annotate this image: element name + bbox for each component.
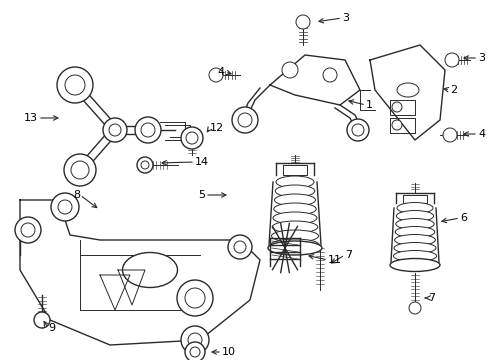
Text: 8: 8 [73,190,80,200]
Ellipse shape [274,194,316,206]
Circle shape [352,124,364,136]
Circle shape [185,342,205,360]
Ellipse shape [274,203,316,215]
Text: 4: 4 [478,129,485,139]
Ellipse shape [394,234,436,246]
Ellipse shape [273,212,317,224]
Ellipse shape [397,202,433,213]
Text: 6: 6 [460,213,467,223]
Text: 9: 9 [48,323,55,333]
Circle shape [190,347,200,357]
Text: 4: 4 [218,67,225,77]
Circle shape [234,241,246,253]
Circle shape [137,157,153,173]
Circle shape [209,68,223,82]
Ellipse shape [390,258,440,271]
Circle shape [57,67,93,103]
Circle shape [64,154,96,186]
Text: 3: 3 [478,53,485,63]
Ellipse shape [396,219,434,230]
Circle shape [181,127,203,149]
Circle shape [409,302,421,314]
Circle shape [58,200,72,214]
Polygon shape [20,200,260,345]
Ellipse shape [122,252,177,288]
Circle shape [347,119,369,141]
Circle shape [21,223,35,237]
Circle shape [51,193,79,221]
Text: 1: 1 [366,100,373,110]
Ellipse shape [396,211,434,221]
Ellipse shape [395,226,435,238]
Ellipse shape [271,239,319,251]
Text: 11: 11 [328,255,342,265]
Text: 10: 10 [222,347,236,357]
Circle shape [232,107,258,133]
Circle shape [445,53,459,67]
Circle shape [228,235,252,259]
Circle shape [392,102,402,112]
Circle shape [296,15,310,29]
Ellipse shape [393,251,437,261]
Circle shape [185,288,205,308]
Circle shape [103,118,127,142]
Circle shape [186,132,198,144]
Circle shape [392,120,402,130]
Polygon shape [370,45,445,140]
Text: 13: 13 [24,113,38,123]
Circle shape [177,280,213,316]
Circle shape [282,62,298,78]
Circle shape [141,123,155,137]
Text: 3: 3 [342,13,349,23]
Circle shape [181,326,209,354]
Circle shape [443,128,457,142]
Circle shape [15,217,41,243]
Ellipse shape [275,185,315,197]
Circle shape [238,113,252,127]
Ellipse shape [272,221,318,233]
Circle shape [188,333,202,347]
Ellipse shape [271,230,318,242]
Text: 12: 12 [210,123,224,133]
Circle shape [71,161,89,179]
Ellipse shape [394,243,436,253]
Circle shape [141,161,149,169]
Circle shape [109,124,121,136]
Text: 5: 5 [198,190,205,200]
Ellipse shape [397,83,419,97]
Ellipse shape [276,176,314,188]
Polygon shape [270,55,360,105]
Ellipse shape [268,241,322,255]
Circle shape [323,68,337,82]
Circle shape [65,75,85,95]
Circle shape [135,117,161,143]
Text: 7: 7 [428,293,435,303]
Circle shape [34,312,50,328]
Text: 2: 2 [450,85,457,95]
Text: 7: 7 [345,250,352,260]
Text: 14: 14 [195,157,209,167]
